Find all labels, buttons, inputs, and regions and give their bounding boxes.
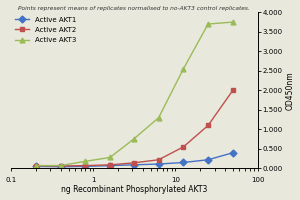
- X-axis label: ng Recombinant Phosphorylated AKT3: ng Recombinant Phosphorylated AKT3: [61, 185, 208, 194]
- Legend: Active AKT1, Active AKT2, Active AKT3: Active AKT1, Active AKT2, Active AKT3: [13, 14, 78, 45]
- Active AKT1: [157, 163, 160, 165]
- Active AKT2: [59, 165, 62, 167]
- Active AKT1: [231, 152, 235, 154]
- Active AKT3: [34, 164, 38, 167]
- Active AKT1: [182, 161, 185, 164]
- Active AKT3: [182, 68, 185, 70]
- Active AKT2: [157, 159, 160, 161]
- Active AKT2: [34, 164, 38, 167]
- Active AKT1: [34, 165, 38, 168]
- Active AKT2: [132, 162, 136, 164]
- Y-axis label: OD450nm: OD450nm: [285, 71, 294, 110]
- Active AKT1: [108, 164, 112, 167]
- Active AKT2: [231, 89, 235, 92]
- Active AKT2: [206, 124, 210, 127]
- Active AKT1: [206, 159, 210, 161]
- Active AKT2: [83, 164, 87, 167]
- Active AKT3: [108, 156, 112, 159]
- Active AKT1: [132, 164, 136, 166]
- Active AKT1: [59, 166, 62, 168]
- Active AKT3: [157, 116, 160, 119]
- Active AKT2: [182, 146, 185, 148]
- Active AKT3: [132, 138, 136, 140]
- Active AKT1: [83, 165, 87, 168]
- Active AKT3: [83, 160, 87, 163]
- Title: Points represent means of replicates normalised to no-AKT3 control replicates.: Points represent means of replicates nor…: [19, 6, 250, 11]
- Active AKT2: [108, 164, 112, 166]
- Line: Active AKT2: Active AKT2: [34, 88, 235, 168]
- Active AKT3: [231, 21, 235, 23]
- Line: Active AKT3: Active AKT3: [34, 20, 235, 168]
- Line: Active AKT1: Active AKT1: [34, 150, 235, 169]
- Active AKT3: [59, 164, 62, 167]
- Active AKT3: [206, 23, 210, 25]
